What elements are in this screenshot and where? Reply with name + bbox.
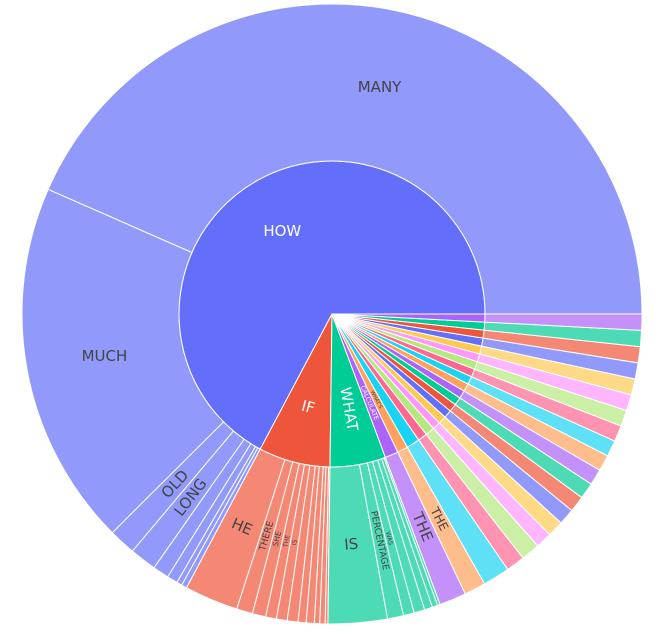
- outer-segment: [484, 313, 643, 331]
- outer-segment: [21, 188, 225, 534]
- sunburst: [21, 3, 643, 625]
- segment-label: IF: [300, 397, 317, 418]
- segment-label: MANY: [358, 78, 402, 96]
- segment-label: HOW: [263, 222, 301, 240]
- segment-label: MUCH: [82, 347, 128, 365]
- segment-label: THE: [282, 534, 291, 548]
- segment-label: WAS: [384, 531, 394, 546]
- segment-label: SHE: [271, 530, 283, 547]
- segment-label: IS: [291, 539, 299, 546]
- segment-label: IS: [344, 535, 359, 554]
- outer-segment: [47, 3, 643, 315]
